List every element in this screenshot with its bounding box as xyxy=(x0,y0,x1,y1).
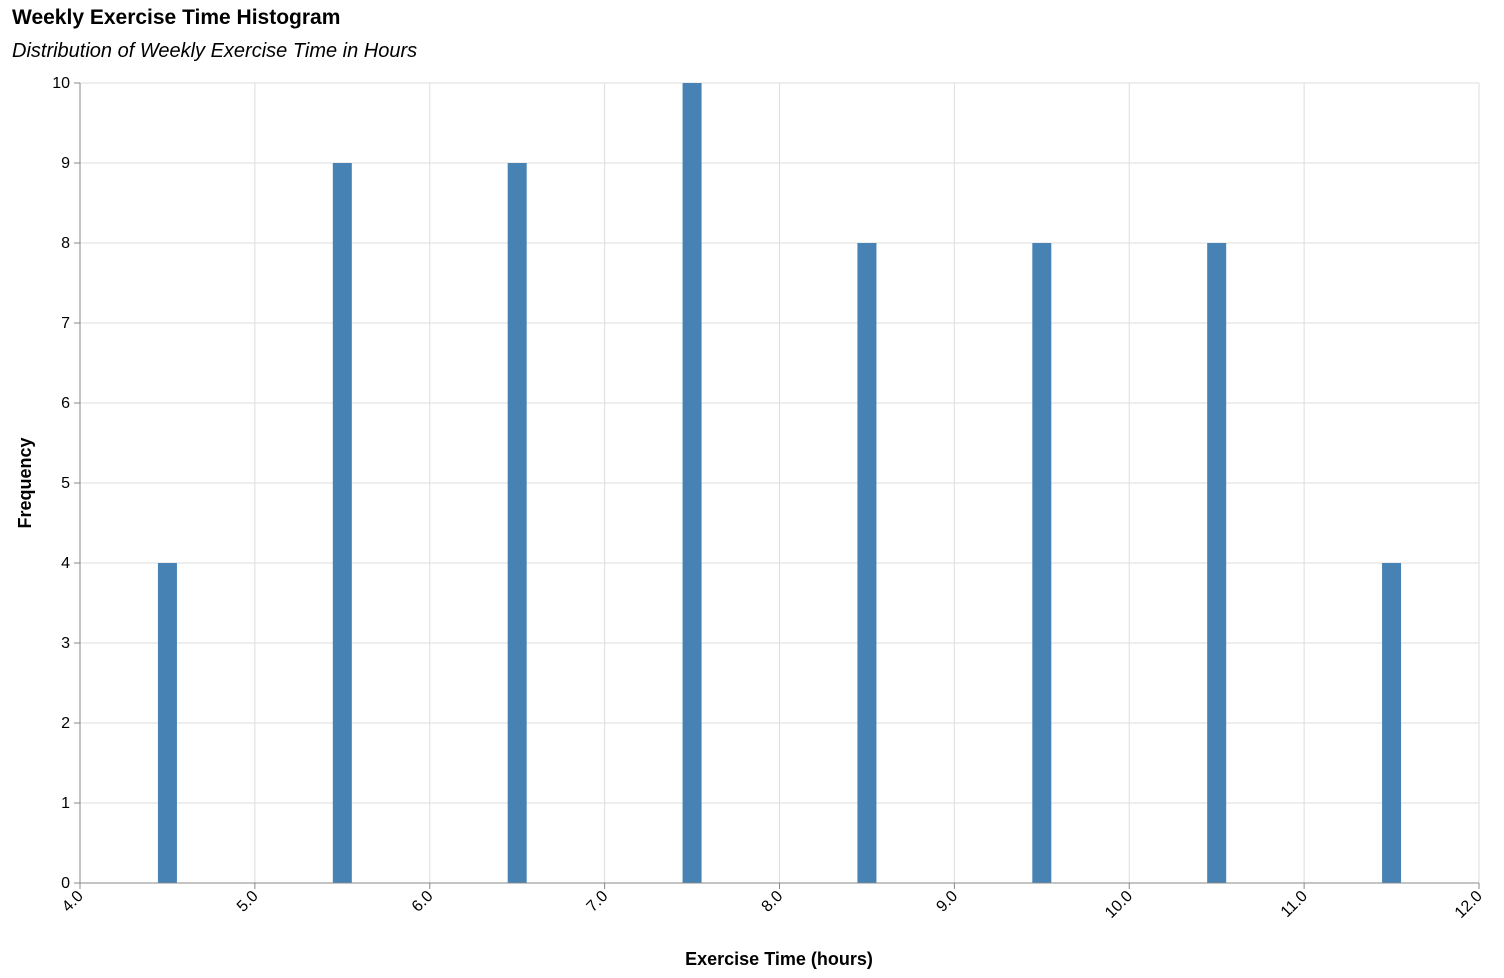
histogram-bar xyxy=(1032,243,1052,883)
x-tick-label: 9.0 xyxy=(933,888,961,916)
y-tick-label: 4 xyxy=(61,555,70,572)
y-tick-label: 2 xyxy=(61,715,70,732)
histogram-bar xyxy=(1382,563,1402,883)
x-tick-label: 12.0 xyxy=(1452,888,1486,922)
bars xyxy=(157,83,1402,883)
x-axis-title: Exercise Time (hours) xyxy=(685,949,873,969)
x-tick-label: 10.0 xyxy=(1102,888,1136,922)
y-tick-label: 6 xyxy=(61,395,70,412)
histogram-bar xyxy=(507,163,527,883)
y-tick-label: 1 xyxy=(61,795,70,812)
y-tick-label: 10 xyxy=(52,75,70,92)
y-tick-label: 3 xyxy=(61,635,70,652)
histogram-bar xyxy=(332,163,352,883)
x-tick-label: 11.0 xyxy=(1278,888,1311,921)
gridlines xyxy=(79,82,1480,884)
x-tick-label: 8.0 xyxy=(759,888,787,916)
chart-subtitle: Distribution of Weekly Exercise Time in … xyxy=(12,40,418,62)
y-tick-label: 5 xyxy=(61,475,70,492)
y-tick-label: 7 xyxy=(61,315,70,332)
x-tick-label: 5.0 xyxy=(234,888,262,916)
x-axis-ticks: 4.0 5.0 6.0 7.0 8.0 9.0 10.0 11.0 12.0 xyxy=(59,883,1486,922)
histogram-bar xyxy=(157,563,177,883)
y-axis-ticks: 0 1 2 3 4 5 6 7 8 9 10 xyxy=(52,75,80,892)
y-tick-label: 9 xyxy=(61,155,70,172)
x-tick-label: 6.0 xyxy=(409,888,437,916)
histogram-bar xyxy=(1207,243,1227,883)
histogram-bar xyxy=(682,83,702,883)
y-axis-title: Frequency xyxy=(15,437,35,528)
histogram-bar xyxy=(857,243,877,883)
x-tick-label: 7.0 xyxy=(584,888,612,916)
y-tick-label: 0 xyxy=(61,875,70,892)
chart-title: Weekly Exercise Time Histogram xyxy=(12,6,341,29)
y-tick-label: 8 xyxy=(61,235,70,252)
